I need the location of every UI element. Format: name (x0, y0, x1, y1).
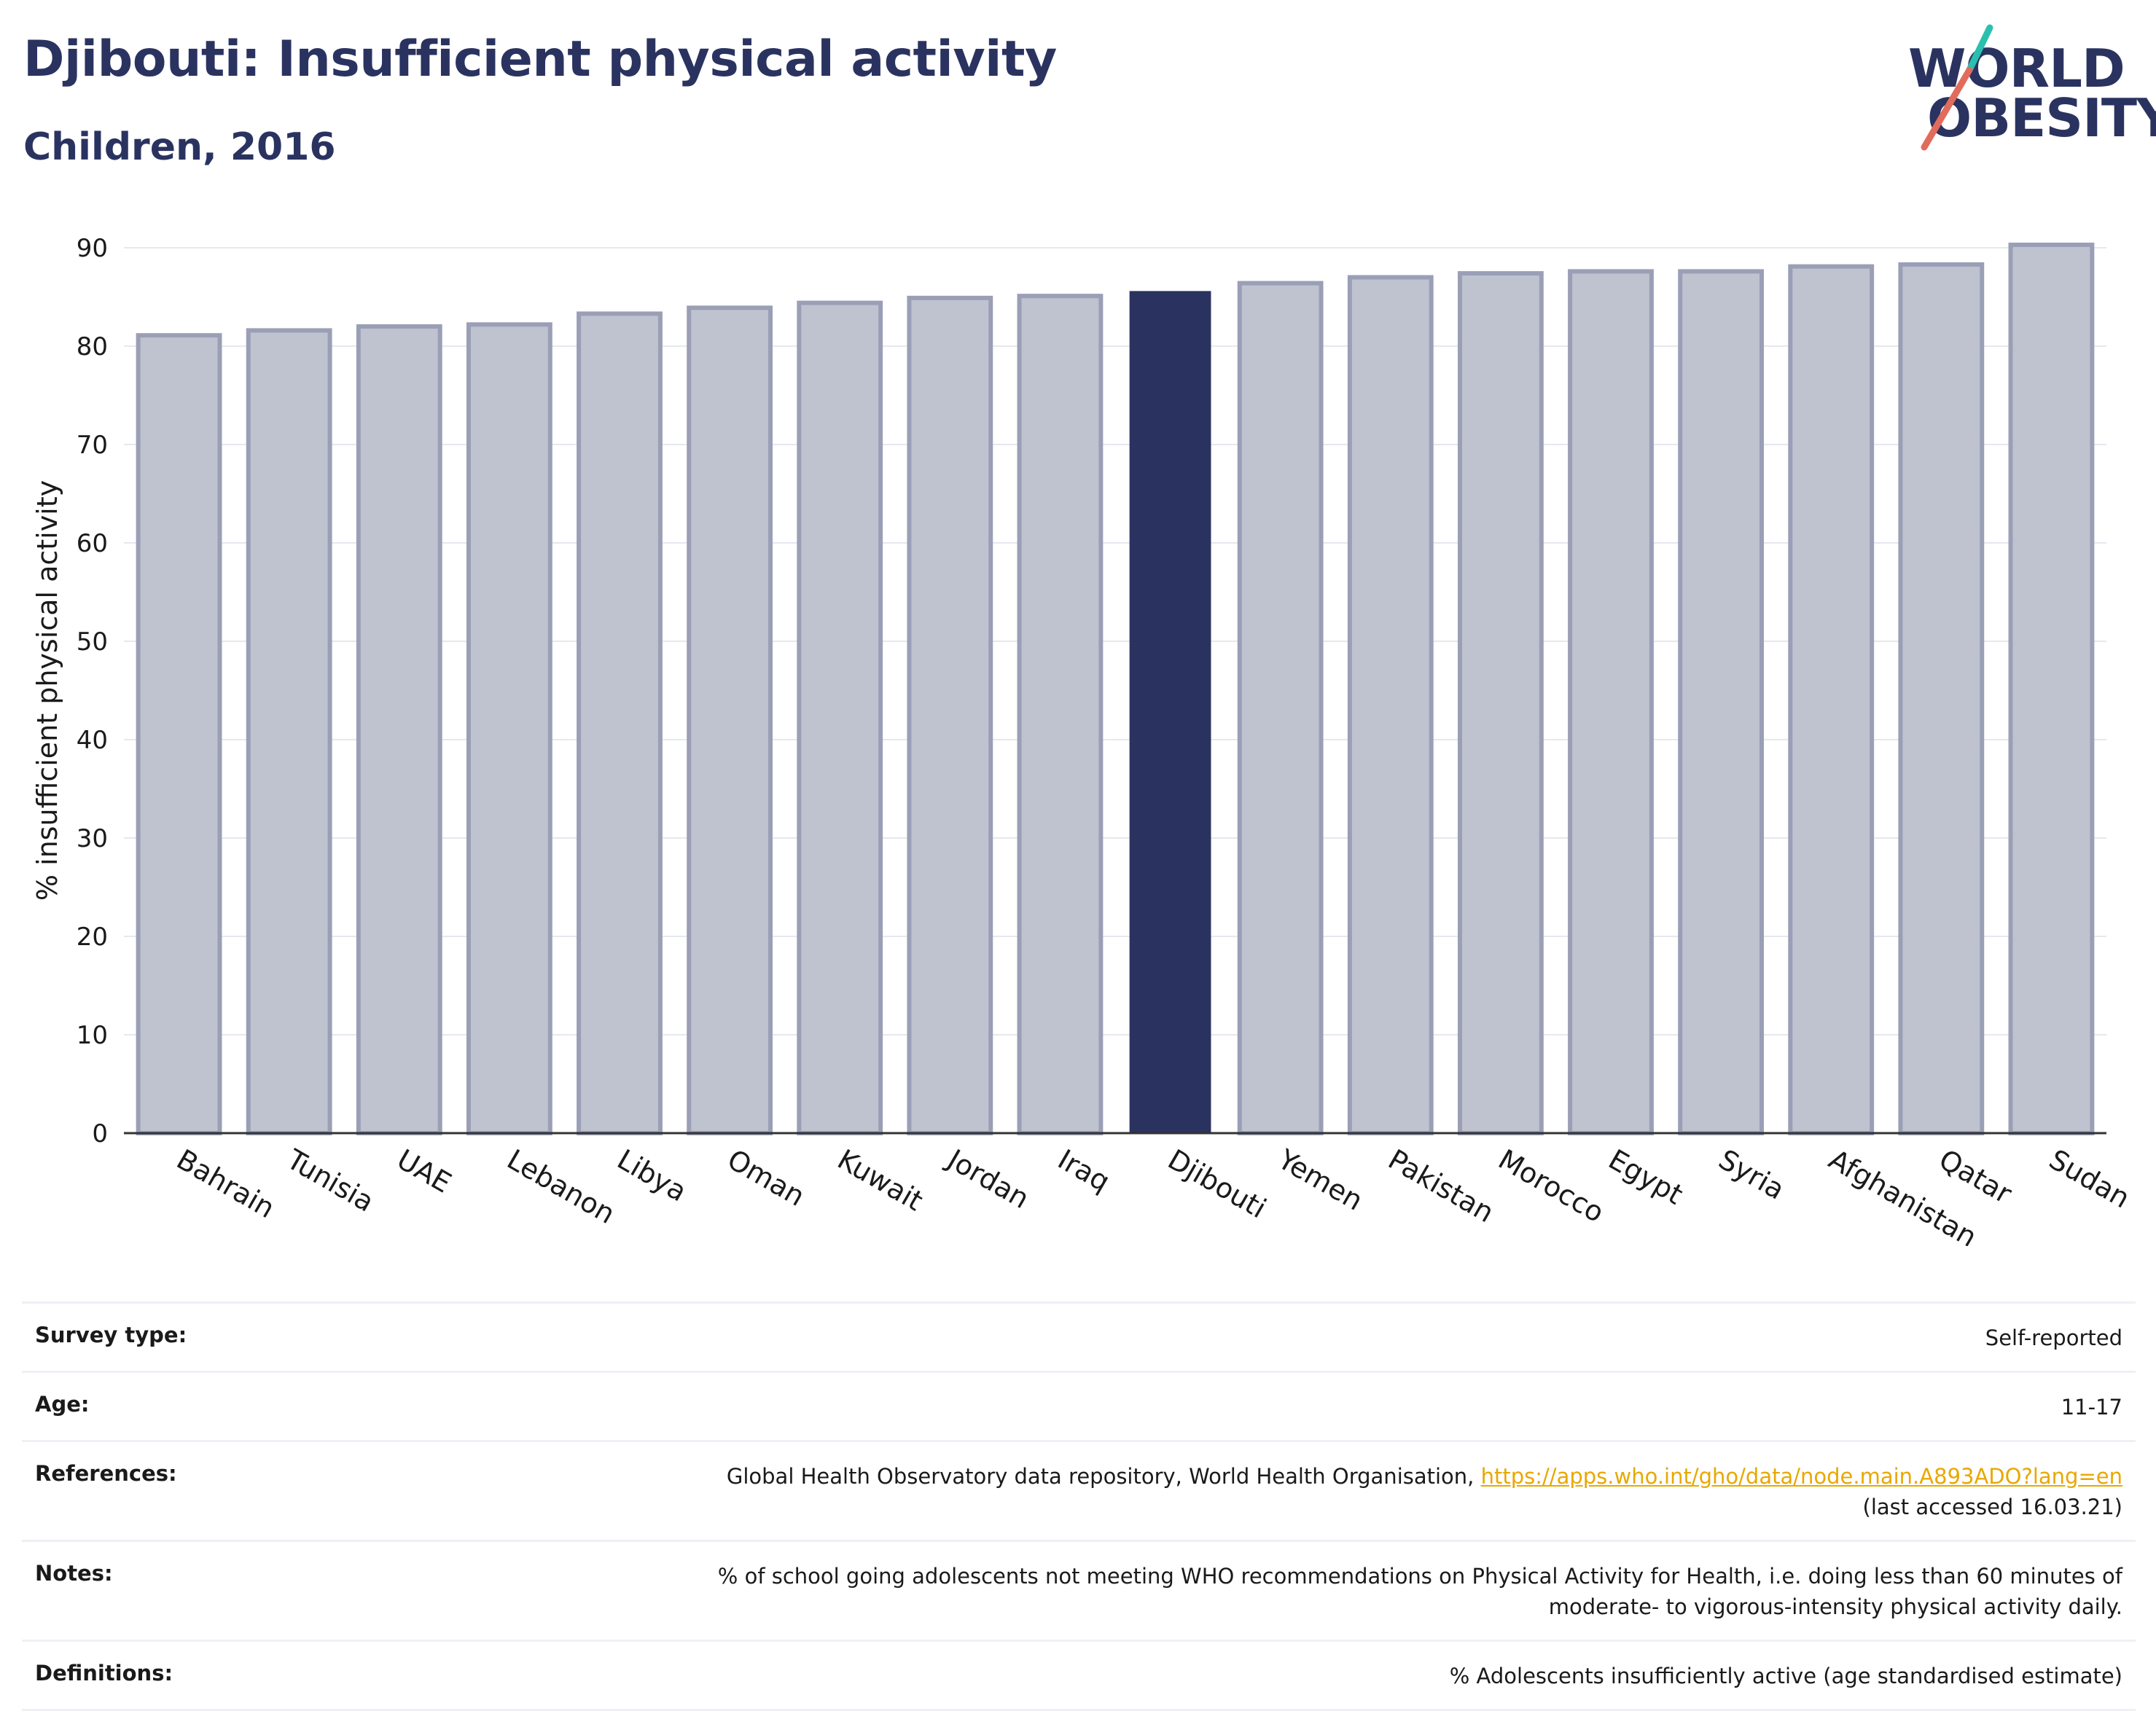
references-accessed: (last accessed 16.03.21) (1862, 1495, 2122, 1520)
notes-line-2: moderate- to vigorous-intensity physical… (1548, 1594, 2122, 1620)
bar-bahrain (136, 333, 222, 1135)
x-tick-label: Djibouti (1163, 1143, 1272, 1225)
notes-label: Notes: (35, 1561, 113, 1586)
bar-pakistan (1347, 275, 1434, 1135)
x-tick-label: Tunisia (281, 1143, 379, 1218)
references-text: Global Health Observatory data repositor… (726, 1464, 1481, 1489)
info-row-age: Age: 11-17 (22, 1371, 2136, 1440)
y-tick-label: 0 (92, 1119, 108, 1148)
logo-slash-icon (1921, 24, 1993, 151)
x-tick-label: Egypt (1604, 1143, 1689, 1211)
x-tick-label: Yemen (1272, 1143, 1368, 1217)
y-tick-label: 70 (77, 431, 108, 460)
x-tick-label: Syria (1714, 1143, 1790, 1206)
bar-morocco (1457, 271, 1544, 1136)
age-label: Age: (35, 1392, 90, 1417)
y-tick-label: 60 (77, 529, 108, 558)
bar-lebanon (466, 322, 552, 1135)
info-row-references: References: Global Health Observatory da… (22, 1440, 2136, 1540)
world-obesity-logo[interactable]: WORLD OBESITY (1895, 22, 2156, 153)
chart-title: Djibouti: Insufficient physical activity (23, 31, 1057, 88)
info-row-definitions: Definitions: % Adolescents insufficientl… (22, 1640, 2136, 1711)
y-tick-label: 10 (77, 1021, 108, 1050)
bar-yemen (1237, 281, 1324, 1136)
x-tick-label: Bahrain (171, 1143, 280, 1225)
y-tick-label: 90 (77, 234, 108, 263)
bar-tunisia (246, 328, 332, 1135)
info-row-survey: Survey type: Self-reported (22, 1301, 2136, 1371)
x-tick-label: Qatar (1934, 1143, 2018, 1210)
bar-oman (687, 305, 773, 1136)
references-value: Global Health Observatory data repositor… (727, 1461, 2122, 1522)
y-tick-label: 80 (77, 332, 108, 361)
x-tick-label: UAE (391, 1143, 456, 1199)
x-tick-label: Libya (612, 1143, 692, 1208)
x-tick-label: Kuwait (832, 1143, 929, 1218)
x-tick-label: Sudan (2044, 1143, 2136, 1215)
chart-subtitle: Children, 2016 (23, 125, 336, 169)
notes-line-1: % of school going adolescents not meetin… (717, 1564, 2122, 1589)
y-tick-label: 30 (77, 824, 108, 853)
logo-line-2: OBESITY (1927, 87, 2156, 149)
definitions-label: Definitions: (35, 1661, 173, 1686)
y-tick-label: 20 (77, 923, 108, 952)
survey-type-label: Survey type: (35, 1323, 187, 1347)
logo-line-1: WORLD (1908, 38, 2125, 99)
bar-kuwait (797, 300, 883, 1136)
bar-iraq (1017, 294, 1104, 1135)
x-tick-label: Jordan (941, 1143, 1034, 1215)
bar-syria (1678, 269, 1765, 1135)
bar-egypt (1568, 269, 1654, 1135)
bar-chart: 0 10 20 30 40 50 60 70 80 90 % insufficient physic… (31, 234, 2136, 1246)
x-tick-label: Pakistan (1383, 1143, 1499, 1229)
survey-type-value: Self-reported (1985, 1326, 2122, 1350)
y-tick-label: 40 (77, 726, 108, 755)
bar-uae (356, 324, 442, 1135)
bar-jordan (907, 295, 993, 1136)
age-value: 11-17 (2061, 1395, 2122, 1420)
notes-value: % of school going adolescents not meetin… (718, 1561, 2122, 1622)
bar-qatar (1898, 262, 1985, 1136)
x-tick-label: Lebanon (501, 1143, 620, 1230)
bar-libya (577, 311, 663, 1136)
x-tick-label: Morocco (1493, 1143, 1609, 1229)
info-row-notes: Notes: % of school going adolescents not… (22, 1540, 2136, 1640)
definitions-value: % Adolescents insufficiently active (age… (1449, 1664, 2122, 1689)
y-tick-label: 50 (77, 627, 108, 657)
references-link[interactable]: https://apps.who.int/gho/data/node.main.… (1480, 1464, 2122, 1489)
x-tick-label: Oman (722, 1143, 811, 1213)
references-label: References: (35, 1461, 177, 1487)
bar-afghanistan (1788, 264, 1875, 1135)
bar-djibouti (1129, 291, 1211, 1133)
y-axis-title: % insufficient physical activity (31, 480, 63, 901)
x-tick-label: Iraq (1052, 1143, 1115, 1198)
info-table: Survey type: Self-reported Age: 11-17 Re… (22, 1301, 2136, 1711)
bar-sudan (2008, 242, 2095, 1136)
